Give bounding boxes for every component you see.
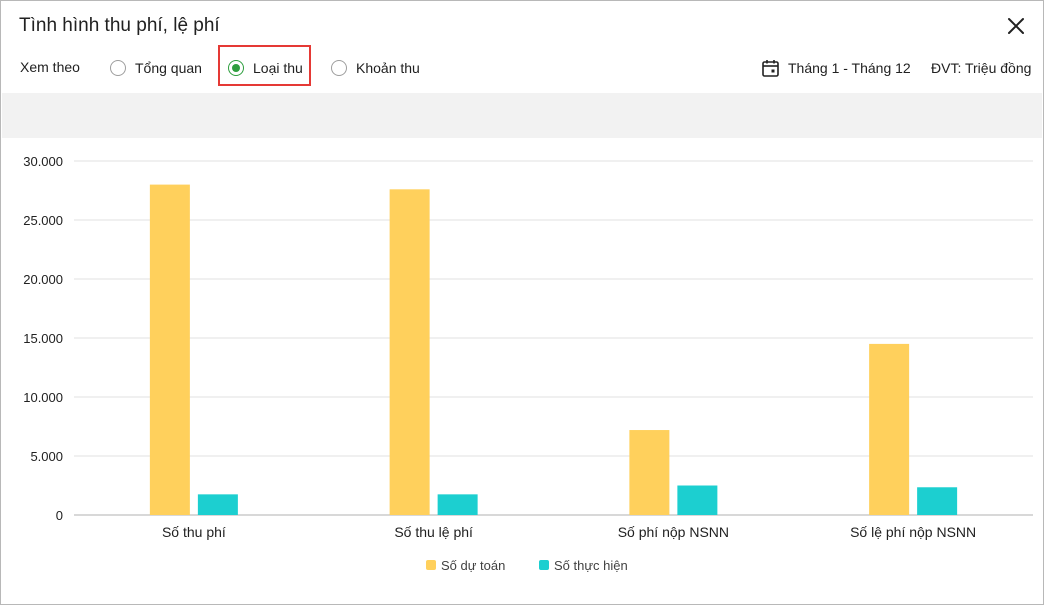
radio-label: Khoản thu xyxy=(356,60,420,76)
bar-so-du-toan xyxy=(389,189,430,515)
y-tick-label: 25.000 xyxy=(23,213,63,228)
y-tick-label: 0 xyxy=(56,508,63,523)
y-tick-label: 20.000 xyxy=(23,272,63,287)
legend-swatch xyxy=(539,560,549,570)
bar-chart: 0 5.000 10.000 15.000 20.000 25.000 30.000 Số t… xyxy=(23,154,1033,573)
chart-header-band xyxy=(2,93,1042,138)
x-tick-label: Số thu lệ phí xyxy=(394,524,473,540)
radio-label: Tổng quan xyxy=(135,60,202,76)
radio-tong-quan[interactable]: Tổng quan xyxy=(110,51,202,85)
bar-so-thuc-hien xyxy=(917,487,958,515)
unit-label: ĐVT: Triệu đồng xyxy=(931,60,1032,76)
legend-swatch xyxy=(426,560,436,570)
period-picker[interactable]: Tháng 1 - Tháng 12 xyxy=(762,58,911,78)
close-icon[interactable] xyxy=(1004,14,1028,38)
y-tick-label: 10.000 xyxy=(23,390,63,405)
y-tick-label: 5.000 xyxy=(30,449,63,464)
bar-so-du-toan xyxy=(869,343,910,515)
calendar-icon xyxy=(762,60,779,77)
x-tick-label: Số lệ phí nộp NSNN xyxy=(850,524,976,540)
x-tick-label: Số thu phí xyxy=(162,524,226,540)
dialog-title: Tình hình thu phí, lệ phí xyxy=(19,15,220,36)
legend-label: Số dự toán xyxy=(441,558,505,573)
bar-so-du-toan xyxy=(629,430,670,515)
selection-highlight xyxy=(218,45,311,86)
bar-so-thuc-hien xyxy=(677,485,718,515)
radio-unchecked-icon xyxy=(331,60,347,76)
period-label: Tháng 1 - Tháng 12 xyxy=(788,60,911,76)
bar-so-du-toan xyxy=(149,184,190,515)
y-tick-label: 30.000 xyxy=(23,154,63,169)
legend-label: Số thực hiện xyxy=(554,558,628,573)
radio-label: Loại thu xyxy=(253,60,303,76)
radio-khoan-thu[interactable]: Khoản thu xyxy=(331,51,420,85)
x-tick-label: Số phí nộp NSNN xyxy=(618,524,729,540)
bar-so-thuc-hien xyxy=(437,494,478,515)
y-tick-label: 15.000 xyxy=(23,331,63,346)
filter-row: Xem theo Tổng quan Loại thu Khoản thu xyxy=(1,51,1043,87)
view-by-label: Xem theo xyxy=(20,59,80,75)
radio-unchecked-icon xyxy=(110,60,126,76)
bar-so-thuc-hien xyxy=(197,494,238,515)
radio-loai-thu[interactable]: Loại thu xyxy=(228,51,303,85)
radio-checked-icon xyxy=(228,60,244,76)
